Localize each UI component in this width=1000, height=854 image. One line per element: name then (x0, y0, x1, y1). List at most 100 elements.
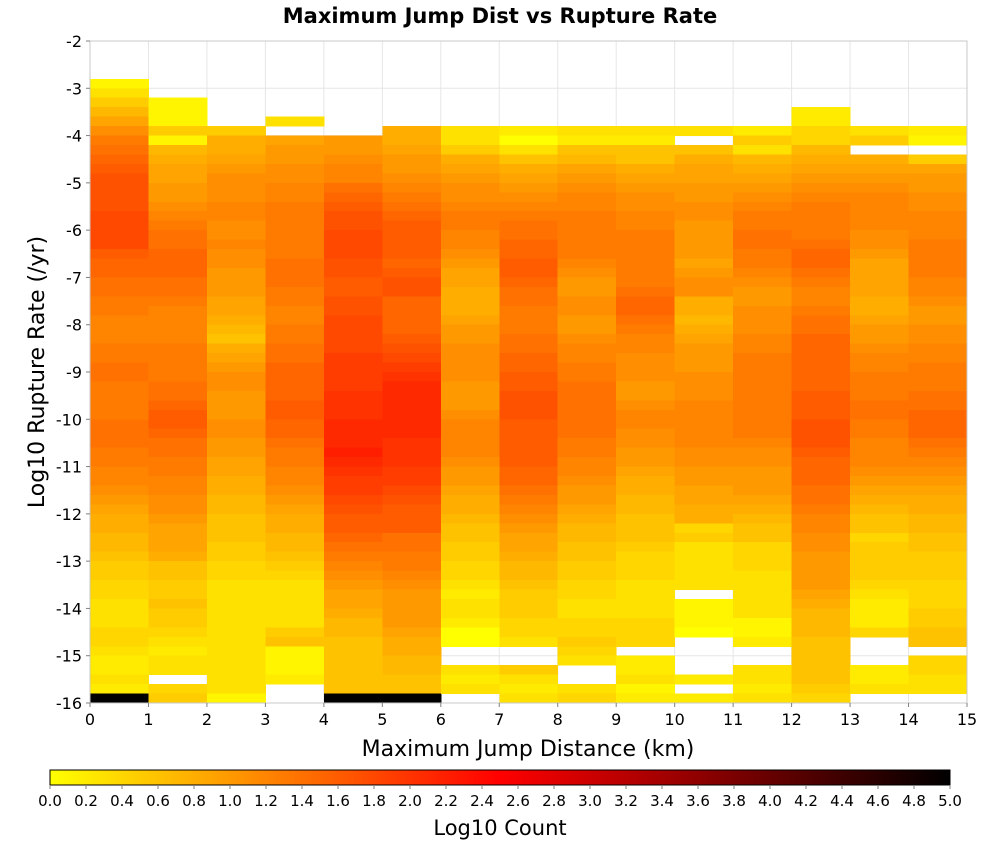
heatmap-cell (791, 428, 851, 439)
heatmap-cell (206, 428, 266, 439)
heatmap-cell (850, 504, 910, 515)
heatmap-cell (440, 674, 500, 685)
heatmap-cell (148, 655, 208, 666)
heatmap-cell (323, 551, 383, 562)
heatmap-cell (674, 608, 734, 619)
heatmap-cell (557, 258, 617, 269)
heatmap-cell (674, 286, 734, 297)
heatmap-cell (90, 494, 149, 505)
heatmap-cell (791, 684, 851, 695)
heatmap-cell (908, 372, 968, 382)
y-tick-label: -12 (56, 505, 82, 524)
heatmap-cell (557, 305, 617, 316)
heatmap-cell (908, 532, 968, 543)
heatmap-cell (850, 286, 910, 297)
heatmap-cell (323, 684, 383, 695)
heatmap-cell (265, 476, 325, 486)
heatmap-cell (382, 390, 442, 401)
y-tick-label: -10 (56, 410, 82, 429)
heatmap-cell (850, 438, 910, 449)
heatmap-cell (148, 494, 208, 505)
heatmap-cell (616, 390, 676, 401)
heatmap-cell (850, 542, 910, 553)
heatmap-cell (382, 428, 442, 439)
colorbar-tick-label: 2.2 (434, 792, 458, 810)
heatmap-cell (733, 570, 793, 581)
heatmap-cell (791, 617, 851, 628)
heatmap-cell (265, 598, 325, 609)
heatmap-cell (733, 513, 793, 524)
heatmap-cell (674, 580, 734, 591)
heatmap-cell (733, 598, 793, 609)
heatmap-cell (382, 561, 442, 572)
heatmap-cell (90, 390, 149, 401)
heatmap-cell (791, 286, 851, 297)
heatmap-cell (148, 230, 208, 241)
heatmap-cell (382, 476, 442, 486)
heatmap-cells (90, 78, 968, 704)
heatmap-cell (499, 211, 559, 222)
heatmap-cell (499, 343, 559, 354)
heatmap-cell (616, 343, 676, 354)
heatmap-cell (206, 457, 266, 468)
heatmap-cell (499, 551, 559, 562)
heatmap-cell (323, 353, 383, 364)
heatmap-cell (206, 239, 266, 250)
heatmap-cell (206, 211, 266, 222)
heatmap-cell (323, 627, 383, 638)
heatmap-cell (557, 523, 617, 534)
heatmap-cell (557, 485, 617, 496)
heatmap-cell (557, 598, 617, 609)
heatmap-cell (265, 561, 325, 572)
heatmap-cell (323, 457, 383, 468)
heatmap-cell (557, 419, 617, 430)
heatmap-cell (265, 220, 325, 231)
heatmap-cell (616, 372, 676, 382)
heatmap-cell (90, 608, 149, 619)
heatmap-cell (616, 580, 676, 591)
heatmap-cell (265, 589, 325, 600)
heatmap-cell (557, 617, 617, 628)
heatmap-cell (791, 116, 851, 127)
heatmap-cell (440, 362, 500, 373)
heatmap-cell (499, 419, 559, 430)
heatmap-cell (206, 608, 266, 619)
heatmap-cell (616, 230, 676, 241)
heatmap-cell (499, 542, 559, 553)
heatmap-cell (616, 182, 676, 193)
heatmap-cell (791, 277, 851, 288)
heatmap-cell (90, 513, 149, 524)
heatmap-cell (616, 438, 676, 449)
heatmap-cell (440, 249, 500, 260)
heatmap-cell (616, 608, 676, 619)
heatmap-cell (674, 258, 734, 269)
heatmap-cell (440, 589, 500, 600)
heatmap-cell (557, 353, 617, 364)
heatmap-cell (90, 324, 149, 335)
heatmap-cell (791, 457, 851, 468)
heatmap-cell (908, 627, 968, 638)
heatmap-cell (382, 466, 442, 477)
colorbar-tick-label: 0.6 (146, 792, 170, 810)
heatmap-cell (616, 381, 676, 392)
heatmap-cell (440, 230, 500, 241)
heatmap-cell (206, 390, 266, 401)
heatmap-cell (674, 409, 734, 420)
heatmap-cell (323, 305, 383, 316)
heatmap-cell (499, 400, 559, 411)
heatmap-cell (499, 457, 559, 468)
heatmap-cell (791, 627, 851, 638)
heatmap-cell (499, 126, 559, 137)
x-tick-label: 7 (494, 710, 504, 729)
heatmap-cell (850, 665, 910, 676)
heatmap-cell (90, 438, 149, 449)
colorbar-tick-label: 1.4 (290, 792, 314, 810)
heatmap-cell (382, 485, 442, 496)
heatmap-cell (557, 334, 617, 345)
heatmap-cell (90, 409, 149, 420)
heatmap-cell (850, 617, 910, 628)
colorbar-tick-label: 3.6 (686, 792, 710, 810)
x-tick-label: 12 (781, 710, 801, 729)
heatmap-cell (733, 409, 793, 420)
heatmap-cell (90, 107, 149, 118)
